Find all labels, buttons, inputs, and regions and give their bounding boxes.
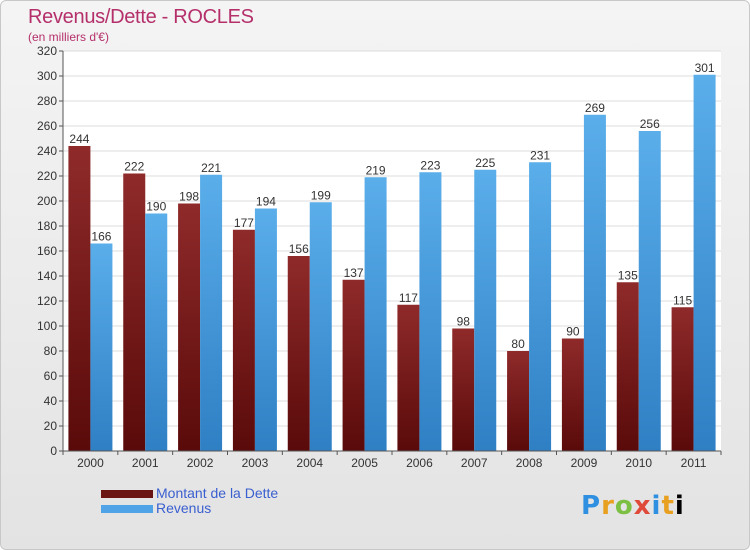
- bar-debt: [452, 328, 475, 451]
- y-tick-label: 160: [37, 244, 57, 258]
- y-tick-label: 40: [44, 394, 58, 408]
- bar-revenue: [583, 114, 606, 451]
- data-label-revenue: 223: [420, 158, 440, 172]
- data-label-debt: 90: [566, 325, 580, 339]
- y-tick-label: 240: [37, 144, 57, 158]
- bar-debt: [397, 304, 420, 451]
- y-tick-label: 100: [37, 319, 57, 333]
- legend-swatch-revenus: [101, 505, 153, 513]
- bar-debt: [232, 229, 255, 451]
- data-label-debt: 137: [344, 266, 364, 280]
- y-tick-label: 80: [44, 344, 58, 358]
- y-tick-label: 320: [37, 44, 57, 58]
- bar-revenue: [419, 172, 442, 451]
- x-tick-label: 2010: [625, 456, 652, 470]
- bar-revenue: [364, 177, 387, 451]
- data-label-revenue: 194: [256, 195, 276, 209]
- bar-debt: [287, 256, 310, 451]
- data-label-debt: 98: [457, 315, 471, 329]
- y-tick-label: 180: [37, 219, 57, 233]
- bar-revenue: [90, 243, 113, 451]
- data-label-debt: 177: [234, 216, 254, 230]
- data-label-revenue: 190: [146, 200, 166, 214]
- bar-debt: [342, 279, 365, 451]
- y-tick-label: 200: [37, 194, 57, 208]
- data-label-debt: 80: [511, 337, 525, 351]
- y-tick-label: 0: [50, 444, 57, 458]
- bar-revenue: [638, 131, 661, 451]
- bar-revenue: [309, 202, 332, 451]
- y-tick-label: 20: [44, 419, 58, 433]
- x-tick-label: 2003: [242, 456, 269, 470]
- data-label-debt: 115: [673, 293, 692, 307]
- bar-revenue: [693, 74, 716, 451]
- data-label-revenue: 256: [640, 117, 660, 131]
- bar-revenue: [254, 208, 277, 451]
- bar-revenue: [529, 162, 552, 451]
- legend-swatch-dette: [101, 490, 153, 498]
- y-tick-label: 300: [37, 69, 57, 83]
- data-label-revenue: 221: [201, 161, 221, 175]
- chart-title: Revenus/Dette - ROCLES: [28, 6, 254, 28]
- x-tick-label: 2009: [571, 456, 598, 470]
- data-label-revenue: 166: [91, 230, 111, 244]
- x-tick-label: 2004: [296, 456, 323, 470]
- chart-subtitle: (en milliers d'€): [28, 30, 109, 44]
- bar-debt: [178, 203, 201, 451]
- data-label-debt: 222: [124, 160, 144, 174]
- bar-revenue: [474, 169, 497, 451]
- data-label-revenue: 231: [530, 148, 550, 162]
- data-label-debt: 135: [618, 268, 638, 282]
- x-tick-label: 2005: [351, 456, 378, 470]
- bar-debt: [507, 351, 530, 451]
- y-tick-label: 280: [37, 94, 57, 108]
- data-label-revenue: 199: [311, 188, 331, 202]
- data-label-debt: 244: [69, 132, 89, 146]
- x-tick-label: 2002: [187, 456, 214, 470]
- bar-revenue: [200, 174, 223, 451]
- x-tick-label: 2000: [77, 456, 104, 470]
- x-tick-label: 2008: [516, 456, 543, 470]
- bar-debt: [123, 173, 146, 451]
- y-tick-label: 120: [37, 294, 57, 308]
- y-tick-label: 220: [37, 169, 57, 183]
- legend-label-revenus: Revenus: [156, 500, 212, 516]
- proxiti-logo: Proxiti: [581, 491, 685, 521]
- legend-label-dette: Montant de la Dette: [156, 485, 279, 501]
- data-label-revenue: 301: [695, 61, 715, 75]
- y-tick-label: 140: [37, 269, 57, 283]
- data-label-debt: 156: [289, 242, 309, 256]
- x-tick-label: 2011: [681, 456, 707, 470]
- data-label-debt: 198: [179, 190, 199, 204]
- data-label-revenue: 219: [366, 163, 386, 177]
- data-label-revenue: 225: [475, 156, 495, 170]
- y-tick-label: 260: [37, 119, 57, 133]
- data-label-debt: 117: [399, 291, 418, 305]
- x-tick-label: 2006: [406, 456, 433, 470]
- y-tick-label: 60: [44, 369, 58, 383]
- bar-revenue: [145, 213, 168, 451]
- bar-debt: [561, 338, 584, 451]
- data-label-revenue: 269: [585, 101, 605, 115]
- bar-debt: [671, 307, 694, 451]
- bar-debt: [616, 282, 639, 451]
- x-tick-label: 2001: [132, 456, 159, 470]
- bar-debt: [68, 146, 91, 451]
- x-tick-label: 2007: [461, 456, 488, 470]
